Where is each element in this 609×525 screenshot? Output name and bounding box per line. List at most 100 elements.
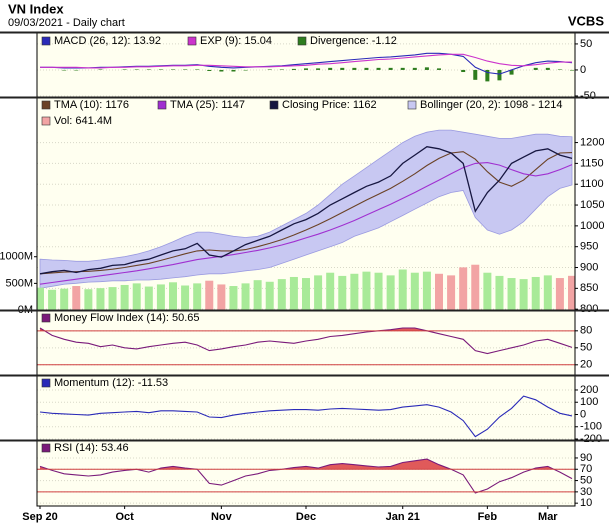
brand: VCBS bbox=[568, 13, 604, 28]
overbought-area bbox=[40, 459, 554, 470]
legend-label: Closing Price: 1162 bbox=[282, 99, 377, 111]
volume-bar bbox=[314, 275, 323, 310]
y-tick-label: 50 bbox=[580, 38, 592, 50]
legend-label: EXP (9): 15.04 bbox=[200, 35, 272, 47]
divergence-bar bbox=[243, 69, 248, 71]
y-tick-label: 900 bbox=[580, 261, 598, 273]
plot-area bbox=[37, 129, 575, 310]
volume-bar bbox=[459, 267, 468, 310]
y-tick-label: 800 bbox=[580, 303, 598, 315]
divergence-bar bbox=[340, 67, 345, 70]
volume-bar bbox=[471, 264, 480, 310]
legend-swatch bbox=[41, 36, 51, 46]
legend-label: MACD (26, 12): 13.92 bbox=[54, 35, 161, 47]
legend-swatch bbox=[407, 100, 417, 110]
volume-bar bbox=[543, 275, 552, 310]
x-tick-label: Dec bbox=[296, 511, 316, 523]
legend-swatch bbox=[41, 116, 51, 126]
volume-bar bbox=[253, 280, 262, 310]
volume-bar bbox=[386, 275, 395, 310]
plot-area bbox=[37, 327, 575, 366]
divergence-bar bbox=[134, 69, 139, 70]
series-line bbox=[39, 162, 573, 285]
series-line bbox=[40, 53, 572, 69]
y-tick-label: 50 bbox=[580, 474, 592, 486]
y-tick-label: 1200 bbox=[580, 136, 604, 148]
divergence-bar bbox=[195, 69, 200, 70]
divergence-bar bbox=[316, 68, 321, 70]
volume-bar bbox=[507, 278, 516, 310]
plot-area bbox=[37, 389, 575, 440]
volume-bar bbox=[410, 272, 419, 310]
series-line bbox=[39, 327, 573, 355]
legend-label: TMA (10): 1176 bbox=[54, 99, 129, 111]
volume-bar bbox=[350, 273, 359, 310]
volume-bar bbox=[519, 279, 528, 310]
volume-bar bbox=[447, 275, 456, 310]
divergence-bar bbox=[545, 67, 550, 70]
divergence-bar bbox=[267, 69, 272, 70]
volume-bar bbox=[181, 285, 190, 310]
volume-bar bbox=[205, 280, 214, 310]
x-tick-label: Mar bbox=[538, 511, 558, 523]
panel-background bbox=[37, 441, 575, 506]
divergence-bar bbox=[485, 69, 490, 82]
x-tick-label: Nov bbox=[211, 511, 233, 523]
volume-bar bbox=[435, 273, 443, 310]
y-tick-label: 10 bbox=[580, 497, 592, 509]
divergence-bar bbox=[122, 69, 127, 70]
divergence-bar bbox=[437, 68, 441, 70]
volume-bar bbox=[483, 272, 492, 310]
legend-label: Money Flow Index (14): 50.65 bbox=[54, 312, 200, 324]
volume-bar bbox=[96, 288, 105, 310]
bollinger-band bbox=[39, 129, 573, 289]
legend-label: TMA (25): 1147 bbox=[170, 99, 245, 111]
x-tick-label: Feb bbox=[478, 511, 498, 523]
legend-label: Bollinger (20, 2): 1098 - 1214 bbox=[420, 99, 562, 111]
divergence-bar bbox=[279, 69, 284, 70]
divergence-bar bbox=[424, 67, 429, 70]
legend-swatch bbox=[41, 313, 51, 323]
legend-swatch bbox=[187, 36, 197, 46]
divergence-bar bbox=[304, 68, 308, 70]
series-line bbox=[39, 458, 573, 494]
x-tick-label: Oct bbox=[115, 511, 134, 523]
volume-bar bbox=[568, 275, 575, 310]
divergence-bar bbox=[557, 69, 562, 70]
volume-bar bbox=[144, 286, 153, 310]
y-tick-label: 0 bbox=[580, 408, 586, 420]
series-line bbox=[39, 151, 573, 275]
divergence-bar bbox=[461, 69, 466, 73]
volume-bar bbox=[338, 275, 347, 310]
y-tick-label: -100 bbox=[580, 421, 602, 433]
legend-label: Momentum (12): -11.53 bbox=[54, 377, 168, 389]
volume-bar bbox=[84, 289, 93, 310]
volume-bar bbox=[217, 284, 226, 310]
x-tick-label: Jan 21 bbox=[386, 511, 420, 523]
y2-tick-label: 1000M bbox=[0, 251, 33, 263]
volume-bar bbox=[289, 276, 298, 310]
divergence-bar bbox=[509, 69, 514, 75]
y-tick-label: 90 bbox=[580, 452, 592, 464]
divergence-bar bbox=[533, 67, 538, 70]
y-tick-label: 30 bbox=[580, 486, 592, 498]
y-tick-label: 20 bbox=[580, 359, 592, 371]
y-tick-label: 70 bbox=[580, 463, 592, 475]
volume-bar bbox=[72, 286, 81, 310]
divergence-bar bbox=[412, 67, 417, 70]
volume-bar bbox=[374, 272, 383, 310]
volume-bar bbox=[555, 278, 564, 310]
divergence-bar bbox=[146, 69, 151, 70]
divergence-bar bbox=[364, 67, 369, 70]
legend-swatch bbox=[41, 100, 51, 110]
divergence-bar bbox=[171, 69, 175, 70]
plot-area bbox=[37, 43, 575, 97]
volume-bar bbox=[37, 287, 44, 310]
x-tick-label: Sep 20 bbox=[22, 511, 57, 523]
legend-label: Divergence: -1.12 bbox=[310, 35, 397, 47]
legend-swatch bbox=[297, 36, 307, 46]
y-tick-label: 1150 bbox=[580, 157, 604, 169]
legend-swatch bbox=[41, 443, 51, 453]
legend-label: RSI (14): 53.46 bbox=[54, 442, 129, 454]
legend-label: Vol: 641.4M bbox=[54, 115, 112, 127]
